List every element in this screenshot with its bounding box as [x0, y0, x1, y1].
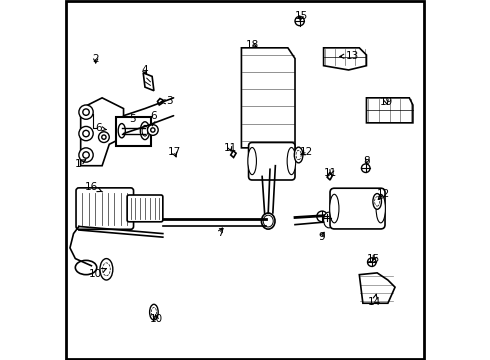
Polygon shape: [231, 151, 236, 157]
Text: 7: 7: [217, 228, 223, 238]
Circle shape: [79, 105, 93, 119]
Polygon shape: [81, 98, 123, 166]
Polygon shape: [157, 99, 163, 105]
Text: 1: 1: [75, 159, 86, 169]
Ellipse shape: [330, 194, 339, 223]
Circle shape: [323, 214, 331, 221]
Ellipse shape: [262, 213, 275, 229]
Text: 3: 3: [161, 96, 172, 107]
FancyBboxPatch shape: [330, 188, 385, 229]
Ellipse shape: [263, 215, 273, 227]
Text: 14: 14: [368, 294, 381, 307]
Text: 15: 15: [367, 253, 380, 264]
Ellipse shape: [75, 260, 97, 275]
FancyBboxPatch shape: [127, 195, 163, 222]
Text: 16: 16: [85, 182, 102, 192]
Text: 13: 13: [340, 51, 359, 61]
FancyBboxPatch shape: [76, 188, 134, 229]
Text: 8: 8: [364, 156, 370, 166]
Circle shape: [317, 211, 327, 222]
Ellipse shape: [140, 122, 149, 140]
FancyBboxPatch shape: [248, 143, 295, 180]
Polygon shape: [143, 73, 154, 91]
Ellipse shape: [118, 123, 125, 138]
Text: 6: 6: [95, 123, 106, 133]
Circle shape: [98, 132, 109, 143]
Circle shape: [147, 125, 158, 135]
Text: 9: 9: [318, 232, 325, 242]
Circle shape: [83, 152, 89, 158]
Polygon shape: [367, 98, 413, 123]
Text: 11: 11: [223, 143, 237, 153]
Text: 2: 2: [93, 54, 99, 64]
Ellipse shape: [373, 194, 381, 209]
Circle shape: [79, 148, 93, 162]
Text: 12: 12: [376, 189, 390, 199]
Text: 19: 19: [380, 97, 393, 107]
Circle shape: [151, 128, 155, 132]
Text: 12: 12: [300, 147, 313, 157]
Polygon shape: [242, 48, 295, 148]
Ellipse shape: [323, 212, 334, 228]
Text: 4: 4: [141, 65, 147, 75]
Ellipse shape: [287, 148, 296, 175]
Circle shape: [362, 164, 370, 172]
Text: 18: 18: [245, 40, 259, 50]
Ellipse shape: [294, 147, 303, 163]
Text: 15: 15: [294, 12, 308, 21]
Circle shape: [79, 126, 93, 141]
Circle shape: [295, 17, 304, 26]
Polygon shape: [327, 173, 333, 180]
Ellipse shape: [100, 258, 113, 280]
Circle shape: [368, 258, 376, 266]
Text: 6: 6: [150, 111, 157, 126]
Text: 11: 11: [324, 168, 338, 178]
Text: 5: 5: [129, 114, 136, 124]
Ellipse shape: [248, 148, 256, 175]
Text: 10: 10: [150, 314, 163, 324]
Ellipse shape: [376, 194, 386, 223]
Circle shape: [102, 135, 106, 139]
Ellipse shape: [149, 304, 158, 320]
Circle shape: [83, 109, 89, 115]
Circle shape: [83, 130, 89, 137]
Ellipse shape: [142, 125, 148, 136]
Text: 10: 10: [89, 269, 106, 279]
Text: 17: 17: [168, 147, 181, 157]
Polygon shape: [359, 273, 395, 303]
Bar: [116, 117, 151, 146]
Polygon shape: [323, 48, 367, 70]
